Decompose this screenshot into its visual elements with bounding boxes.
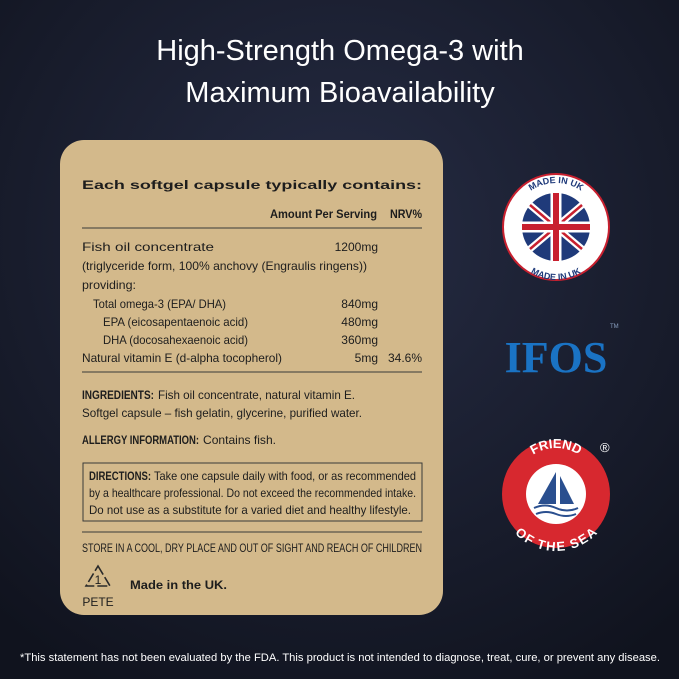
origin: Made in the UK. xyxy=(130,578,227,592)
label-panel xyxy=(60,140,443,615)
title: Maximum Bioavailability xyxy=(185,77,495,109)
directions-text: Do not use as a substitute for a varied … xyxy=(89,503,411,517)
trademark: TM xyxy=(610,324,619,330)
row-amount: 5mg xyxy=(355,351,378,365)
friend-of-the-sea-badge: FRIEND OF THE SEA ® xyxy=(502,436,610,554)
row-name: (triglyceride form, 100% anchovy (Engrau… xyxy=(82,259,367,273)
directions-text: Take one capsule daily with food, or as … xyxy=(154,469,416,483)
ifos-badge: IFOS TM xyxy=(505,324,619,382)
column-header: NRV% xyxy=(390,207,422,221)
waves xyxy=(533,504,579,517)
allergy-text: Contains fish. xyxy=(203,433,276,447)
storage: STORE IN A COOL, DRY PLACE AND OUT OF SI… xyxy=(82,541,422,555)
directions-box xyxy=(82,462,423,522)
row-name: Natural vitamin E (d-alpha tocopherol) xyxy=(82,351,282,365)
row-name: DHA (docosahexaenoic acid) xyxy=(103,333,248,347)
badge-text: FRIEND xyxy=(527,436,584,457)
ingredients-text: Softgel capsule – fish gelatin, glycerin… xyxy=(82,406,362,420)
directions-label: DIRECTIONS: xyxy=(89,469,151,483)
flag-cross xyxy=(522,193,590,261)
directions-text: by a healthcare professional. Do not exc… xyxy=(89,486,416,500)
row-name: EPA (eicosapentaenoic acid) xyxy=(103,315,248,329)
badge-text: FRIEND xyxy=(527,436,584,457)
row-name: Total omega-3 (EPA/ DHA) xyxy=(93,297,226,311)
ifos-logo: IFOS xyxy=(505,333,608,382)
boat xyxy=(538,472,574,504)
recycle-code: PETE xyxy=(82,595,113,609)
made-in-uk-badge: MADE IN UK MADE IN UK xyxy=(502,173,610,282)
title: High-Strength Omega-3 with xyxy=(156,35,524,67)
heading: Each softgel capsule typically contains: xyxy=(82,178,422,192)
row-amount: 1200mg xyxy=(335,240,378,254)
ingredients-text: Fish oil concentrate, natural vitamin E. xyxy=(158,388,355,402)
row-amount: 480mg xyxy=(341,315,378,329)
disclaimer: *This statement has not been evaluated b… xyxy=(20,652,660,664)
column-header: Amount Per Serving xyxy=(270,207,377,221)
allergy-label: ALLERGY INFORMATION: xyxy=(82,433,199,447)
registered-mark: ® xyxy=(600,440,610,455)
recycle-icon xyxy=(84,564,112,587)
recycle-number: 1 xyxy=(95,573,102,587)
row-name: providing: xyxy=(82,278,136,292)
row-amount: 840mg xyxy=(341,297,378,311)
row-name: Fish oil concentrate xyxy=(82,240,214,254)
row-amount: 360mg xyxy=(341,333,378,347)
ingredients-label: INGREDIENTS: xyxy=(82,388,154,402)
row-nrv: 34.6% xyxy=(388,351,422,365)
